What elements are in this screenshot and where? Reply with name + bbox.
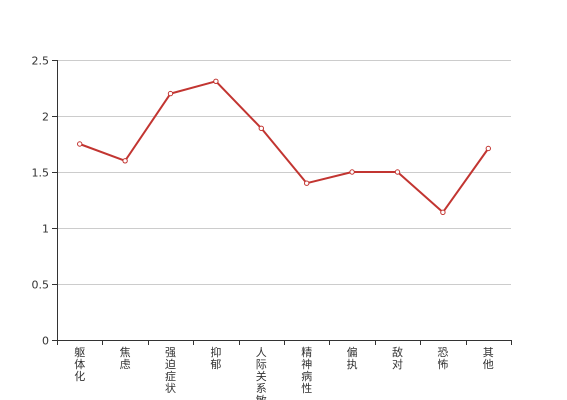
data-point[interactable] [77, 141, 83, 147]
y-tick-label: 1 [42, 223, 49, 236]
data-point[interactable] [485, 145, 491, 152]
y-tick-label: 2.5 [32, 55, 50, 68]
x-tick-label: 精神病性 [301, 346, 312, 395]
x-tick-label: 其他 [483, 346, 494, 371]
series-line [79, 80, 490, 214]
data-point[interactable] [167, 90, 174, 97]
x-tick-label: 人际关系敏感 [256, 346, 267, 400]
x-tick-label: 抑郁 [210, 345, 221, 371]
x-tick-label: 强迫症状 [165, 346, 176, 395]
series-line-group [77, 78, 491, 216]
x-axis: 躯体化 焦虑 强迫症状 抑郁 人际关系敏感 精神病性 偏执 敌对 恐怖 其他 [57, 340, 512, 400]
x-tick-label: 恐怖 [437, 346, 448, 371]
x-tick-label: 躯体化 [74, 346, 85, 383]
data-point[interactable] [349, 169, 355, 175]
y-tick-label: 0 [42, 335, 49, 348]
x-tick-label: 焦虑 [120, 346, 131, 371]
y-tick-label: 1.5 [32, 167, 50, 180]
grid-lines [57, 60, 511, 285]
data-point[interactable] [213, 78, 219, 84]
y-tick-label: 0.5 [32, 279, 50, 292]
y-axis-ticks: 0 0.5 1 1.5 2 2.5 [32, 55, 58, 348]
data-point[interactable] [258, 125, 264, 132]
x-tick-label: 偏执 [347, 345, 358, 371]
x-tick-label: 敌对 [392, 345, 403, 371]
y-tick-label: 2 [42, 111, 49, 124]
data-point[interactable] [394, 169, 401, 175]
data-point[interactable] [440, 209, 446, 216]
data-point[interactable] [122, 158, 128, 164]
data-point[interactable] [304, 180, 310, 186]
